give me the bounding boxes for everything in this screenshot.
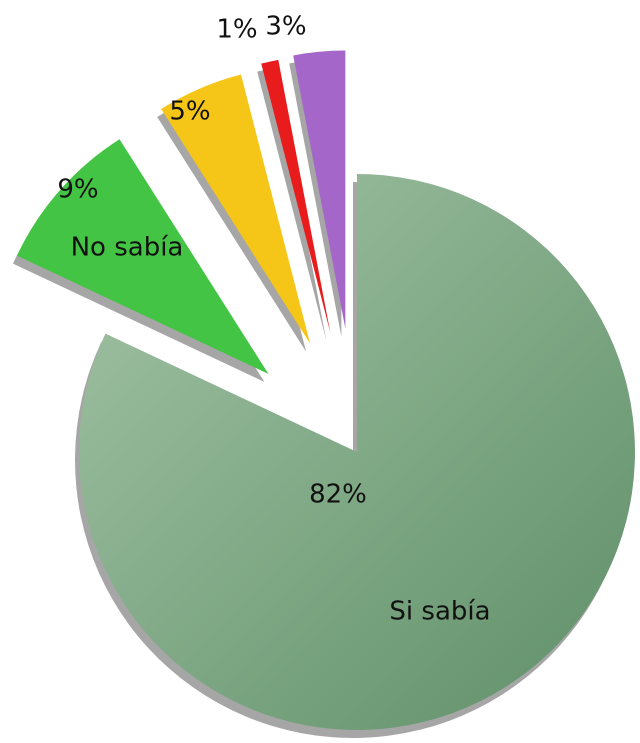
value-label: 1% — [216, 15, 257, 45]
value-label: 9% — [57, 175, 98, 205]
slice-shadow — [257, 67, 327, 341]
category-label: No sabía — [71, 233, 184, 263]
value-label: 82% — [309, 480, 367, 510]
value-label: 5% — [169, 97, 210, 127]
slice — [78, 174, 635, 730]
slice — [161, 74, 311, 344]
slice — [293, 50, 346, 329]
category-label: Si sabía — [389, 597, 490, 627]
slice — [16, 139, 269, 374]
slice — [261, 59, 331, 333]
value-label: 3% — [265, 12, 306, 42]
